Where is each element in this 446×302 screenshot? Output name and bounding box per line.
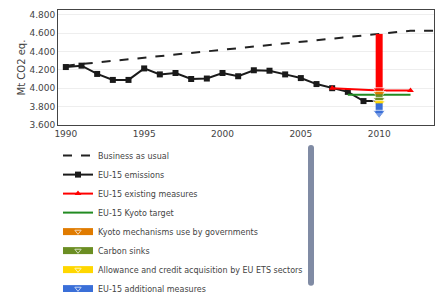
svg-text:4.600: 4.600 (29, 28, 55, 38)
svg-text:4.800: 4.800 (29, 10, 55, 20)
svg-text:4.000: 4.000 (29, 83, 55, 93)
svg-text:EU-15 additional measures: EU-15 additional measures (98, 285, 206, 292)
svg-text:Mt CO2 eq.: Mt CO2 eq. (16, 40, 27, 96)
svg-text:3.800: 3.800 (29, 102, 55, 112)
svg-text:Carbon sinks: Carbon sinks (98, 247, 150, 256)
svg-text:3.600: 3.600 (29, 120, 55, 130)
svg-text:EU-15 emissions: EU-15 emissions (98, 171, 164, 180)
svg-text:1990: 1990 (54, 129, 77, 139)
svg-text:EU-15 existing measures: EU-15 existing measures (98, 190, 198, 199)
svg-text:Business as usual: Business as usual (98, 152, 169, 161)
svg-text:1995: 1995 (133, 129, 156, 139)
svg-text:2000: 2000 (211, 129, 234, 139)
svg-text:4.200: 4.200 (29, 65, 55, 75)
svg-text:2010: 2010 (368, 129, 391, 139)
svg-text:4.400: 4.400 (29, 47, 55, 57)
svg-text:EU-15 Kyoto target: EU-15 Kyoto target (98, 209, 174, 218)
svg-text:Kyoto mechanisms use by govern: Kyoto mechanisms use by governments (98, 228, 258, 237)
svg-text:Allowance and credit acquisiti: Allowance and credit acquisition by EU E… (98, 266, 302, 275)
svg-text:2005: 2005 (289, 129, 312, 139)
